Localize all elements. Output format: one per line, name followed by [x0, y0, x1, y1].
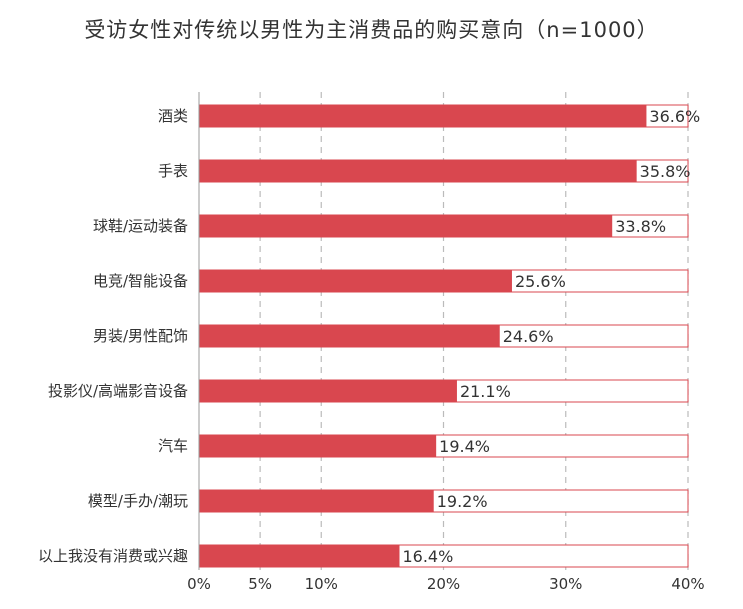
- x-tick-label: 0%: [187, 575, 211, 593]
- category-label: 模型/手办/潮玩: [88, 492, 188, 510]
- data-label: 19.2%: [437, 492, 488, 511]
- data-label: 36.6%: [649, 107, 700, 126]
- bar: [199, 105, 647, 127]
- category-label: 汽车: [158, 437, 188, 455]
- data-label: 35.8%: [640, 162, 691, 181]
- bar: [199, 380, 457, 402]
- data-label: 24.6%: [503, 327, 554, 346]
- x-tick-label: 5%: [248, 575, 272, 593]
- bar: [199, 160, 637, 182]
- bar: [199, 270, 512, 292]
- category-label: 球鞋/运动装备: [93, 217, 188, 235]
- category-label: 男装/男性配饰: [93, 327, 188, 345]
- x-tick-label: 30%: [549, 575, 582, 593]
- category-label: 酒类: [158, 107, 188, 125]
- category-label: 投影仪/高端影音设备: [48, 382, 188, 400]
- chart-title: 受访女性对传统以男性为主消费品的购买意向（n=1000）: [84, 18, 659, 42]
- bar: [199, 490, 434, 512]
- data-label: 19.4%: [439, 437, 490, 456]
- bar: [199, 545, 400, 567]
- data-label: 25.6%: [515, 272, 566, 291]
- bar: [199, 435, 437, 457]
- category-label: 手表: [158, 162, 188, 180]
- data-label: 16.4%: [402, 547, 453, 566]
- category-label: 以上我没有消费或兴趣: [38, 547, 188, 565]
- data-label: 33.8%: [615, 217, 666, 236]
- data-label: 21.1%: [460, 382, 511, 401]
- category-label: 电竞/智能设备: [93, 272, 188, 290]
- bar: [199, 325, 500, 347]
- x-tick-label: 20%: [427, 575, 460, 593]
- x-tick-label: 40%: [671, 575, 704, 593]
- x-tick-label: 10%: [305, 575, 338, 593]
- bar: [199, 215, 613, 237]
